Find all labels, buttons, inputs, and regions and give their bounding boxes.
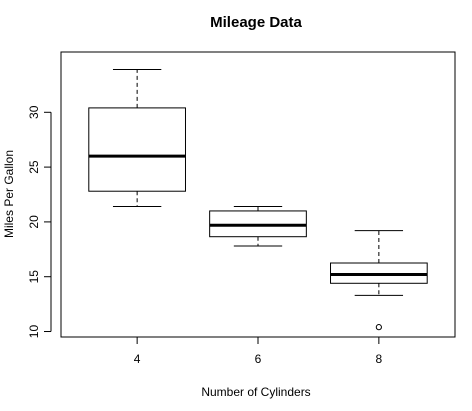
- box-group-4: [88, 69, 186, 208]
- x-axis: 4 6 8: [134, 337, 383, 366]
- x-axis-title: Number of Cylinders: [201, 385, 310, 399]
- iqr-box: [88, 107, 186, 192]
- y-tick-label: 25: [27, 160, 41, 174]
- x-tick-label: 8: [376, 352, 383, 366]
- y-axis: 10 15 20 25 30: [27, 105, 52, 339]
- box-group-6: [209, 206, 307, 247]
- outlier-point: [375, 324, 382, 331]
- chart-title: Mileage Data: [210, 14, 302, 31]
- x-tick-label: 4: [134, 352, 141, 366]
- y-tick-label: 15: [27, 270, 41, 284]
- y-tick-label: 20: [27, 215, 41, 229]
- box-group-8: [330, 230, 428, 331]
- y-axis-title: Miles Per Gallon: [2, 150, 16, 238]
- x-tick-label: 6: [255, 352, 262, 366]
- plot-frame: [60, 51, 456, 338]
- y-tick-label: 10: [27, 325, 41, 339]
- y-tick-label: 30: [27, 105, 41, 119]
- box-series: [88, 69, 428, 331]
